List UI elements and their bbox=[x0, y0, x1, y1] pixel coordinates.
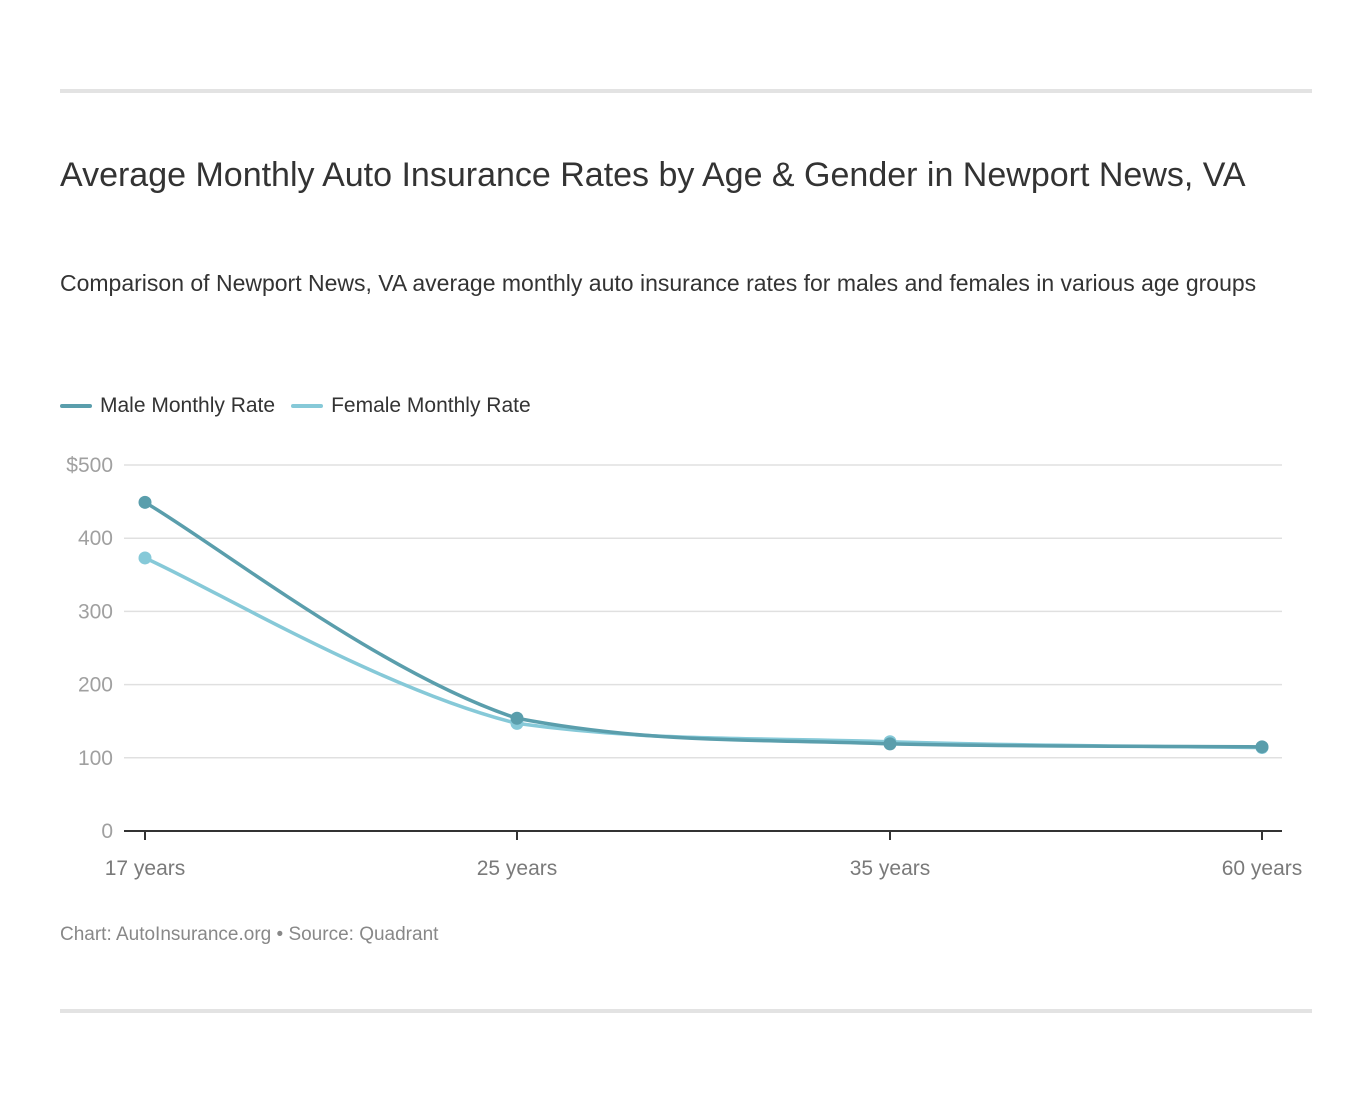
y-tick-label: 100 bbox=[78, 747, 113, 770]
series-line-female bbox=[143, 556, 1264, 750]
chart-footer: Chart: AutoInsurance.org • Source: Quadr… bbox=[60, 924, 439, 945]
chart-subtitle: Comparison of Newport News, VA average m… bbox=[60, 270, 1257, 296]
series-line-male bbox=[143, 500, 1264, 749]
y-tick-label: 200 bbox=[78, 674, 113, 697]
x-tick-label: 25 years bbox=[477, 857, 558, 880]
x-tick-label: 35 years bbox=[850, 857, 931, 880]
data-point-male bbox=[510, 711, 524, 725]
legend-item-male: Male Monthly Rate bbox=[60, 394, 275, 418]
y-tick-label: 400 bbox=[78, 527, 113, 550]
legend-swatch-male bbox=[60, 404, 92, 408]
line-chart: 0 100 200 300 400 $500 17 years 25 years 35 year… bbox=[66, 454, 1303, 880]
data-point-male bbox=[883, 737, 897, 751]
data-point-male bbox=[1255, 740, 1269, 754]
legend-item-female: Female Monthly Rate bbox=[291, 394, 531, 418]
legend-label-female: Female Monthly Rate bbox=[331, 394, 531, 417]
data-point-female bbox=[138, 551, 152, 565]
y-tick-label: 0 bbox=[101, 820, 113, 843]
legend-label-male: Male Monthly Rate bbox=[100, 394, 276, 417]
x-tick-label: 60 years bbox=[1222, 857, 1303, 880]
data-point-male bbox=[138, 495, 152, 509]
y-tick-label: $500 bbox=[66, 454, 113, 477]
bottom-divider bbox=[60, 1009, 1312, 1013]
legend-swatch-female bbox=[291, 404, 324, 408]
chart-legend: Male Monthly Rate Female Monthly Rate bbox=[60, 390, 547, 422]
chart-title: Average Monthly Auto Insurance Rates by … bbox=[60, 156, 1246, 194]
y-tick-label: 300 bbox=[78, 600, 113, 623]
x-tick-label: 17 years bbox=[105, 857, 186, 880]
top-divider bbox=[60, 89, 1312, 93]
